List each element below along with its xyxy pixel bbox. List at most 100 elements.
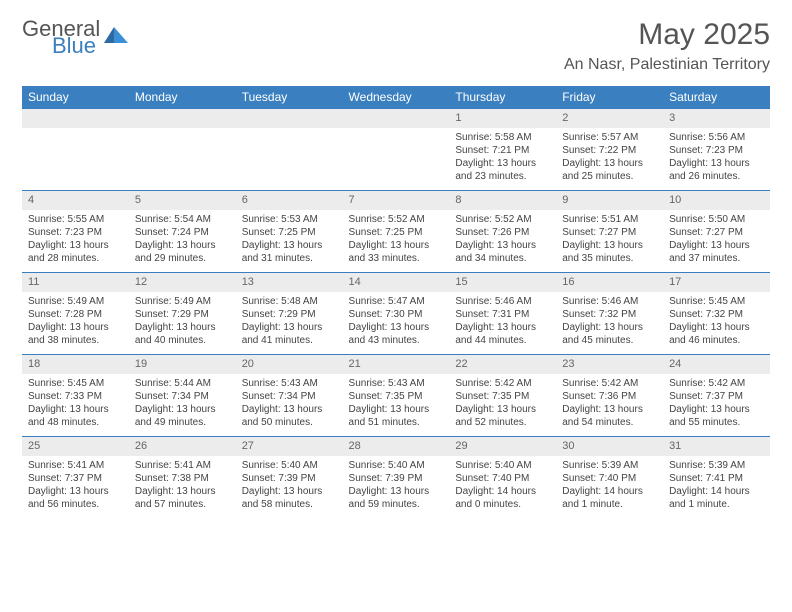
- daylight-line: Daylight: 13 hours and 46 minutes.: [669, 321, 764, 347]
- day-number: 24: [663, 355, 770, 374]
- day-cell: 9Sunrise: 5:51 AMSunset: 7:27 PMDaylight…: [556, 191, 663, 273]
- daylight-line: Daylight: 14 hours and 0 minutes.: [455, 485, 550, 511]
- daylight-line: Daylight: 14 hours and 1 minute.: [562, 485, 657, 511]
- daylight-line: Daylight: 13 hours and 41 minutes.: [242, 321, 337, 347]
- title-block: May 2025 An Nasr, Palestinian Territory: [564, 18, 770, 74]
- daylight-line: Daylight: 13 hours and 37 minutes.: [669, 239, 764, 265]
- sunset-line: Sunset: 7:36 PM: [562, 390, 657, 403]
- sunrise-line: Sunrise: 5:40 AM: [455, 459, 550, 472]
- sunrise-line: Sunrise: 5:43 AM: [242, 377, 337, 390]
- sunset-line: Sunset: 7:31 PM: [455, 308, 550, 321]
- day-body: Sunrise: 5:48 AMSunset: 7:29 PMDaylight:…: [236, 292, 343, 354]
- day-number: 19: [129, 355, 236, 374]
- sunrise-line: Sunrise: 5:56 AM: [669, 131, 764, 144]
- daylight-line: Daylight: 13 hours and 25 minutes.: [562, 157, 657, 183]
- sunrise-line: Sunrise: 5:54 AM: [135, 213, 230, 226]
- day-body: Sunrise: 5:42 AMSunset: 7:35 PMDaylight:…: [449, 374, 556, 436]
- day-body: Sunrise: 5:47 AMSunset: 7:30 PMDaylight:…: [343, 292, 450, 354]
- day-number: 29: [449, 437, 556, 456]
- weekday-header: Friday: [556, 86, 663, 109]
- sunset-line: Sunset: 7:33 PM: [28, 390, 123, 403]
- day-body: Sunrise: 5:45 AMSunset: 7:33 PMDaylight:…: [22, 374, 129, 436]
- sunset-line: Sunset: 7:35 PM: [349, 390, 444, 403]
- sunset-line: Sunset: 7:27 PM: [562, 226, 657, 239]
- sunrise-line: Sunrise: 5:50 AM: [669, 213, 764, 226]
- day-body: Sunrise: 5:43 AMSunset: 7:35 PMDaylight:…: [343, 374, 450, 436]
- day-number: 26: [129, 437, 236, 456]
- day-body: Sunrise: 5:39 AMSunset: 7:40 PMDaylight:…: [556, 456, 663, 518]
- day-cell: 12Sunrise: 5:49 AMSunset: 7:29 PMDayligh…: [129, 273, 236, 355]
- sunset-line: Sunset: 7:27 PM: [669, 226, 764, 239]
- day-number: 11: [22, 273, 129, 292]
- day-number: [343, 109, 450, 128]
- weekday-header: Tuesday: [236, 86, 343, 109]
- sunrise-line: Sunrise: 5:58 AM: [455, 131, 550, 144]
- sunset-line: Sunset: 7:37 PM: [669, 390, 764, 403]
- weekday-header: Wednesday: [343, 86, 450, 109]
- calendar-row: 11Sunrise: 5:49 AMSunset: 7:28 PMDayligh…: [22, 273, 770, 355]
- day-body: Sunrise: 5:52 AMSunset: 7:25 PMDaylight:…: [343, 210, 450, 272]
- daylight-line: Daylight: 13 hours and 33 minutes.: [349, 239, 444, 265]
- daylight-line: Daylight: 13 hours and 31 minutes.: [242, 239, 337, 265]
- day-body: Sunrise: 5:49 AMSunset: 7:28 PMDaylight:…: [22, 292, 129, 354]
- day-cell: 8Sunrise: 5:52 AMSunset: 7:26 PMDaylight…: [449, 191, 556, 273]
- sunset-line: Sunset: 7:26 PM: [455, 226, 550, 239]
- day-body: Sunrise: 5:56 AMSunset: 7:23 PMDaylight:…: [663, 128, 770, 190]
- sunrise-line: Sunrise: 5:45 AM: [28, 377, 123, 390]
- day-cell: 31Sunrise: 5:39 AMSunset: 7:41 PMDayligh…: [663, 437, 770, 519]
- calendar-table: SundayMondayTuesdayWednesdayThursdayFrid…: [22, 86, 770, 518]
- sunset-line: Sunset: 7:32 PM: [562, 308, 657, 321]
- sunset-line: Sunset: 7:32 PM: [669, 308, 764, 321]
- day-cell: 27Sunrise: 5:40 AMSunset: 7:39 PMDayligh…: [236, 437, 343, 519]
- sunset-line: Sunset: 7:39 PM: [349, 472, 444, 485]
- day-body: Sunrise: 5:46 AMSunset: 7:32 PMDaylight:…: [556, 292, 663, 354]
- day-cell: 25Sunrise: 5:41 AMSunset: 7:37 PMDayligh…: [22, 437, 129, 519]
- day-number: 20: [236, 355, 343, 374]
- calendar-row: 4Sunrise: 5:55 AMSunset: 7:23 PMDaylight…: [22, 191, 770, 273]
- day-body: [129, 128, 236, 190]
- day-body: Sunrise: 5:39 AMSunset: 7:41 PMDaylight:…: [663, 456, 770, 518]
- day-cell: [129, 109, 236, 191]
- day-number: 31: [663, 437, 770, 456]
- daylight-line: Daylight: 13 hours and 56 minutes.: [28, 485, 123, 511]
- daylight-line: Daylight: 13 hours and 28 minutes.: [28, 239, 123, 265]
- sunset-line: Sunset: 7:24 PM: [135, 226, 230, 239]
- day-cell: 24Sunrise: 5:42 AMSunset: 7:37 PMDayligh…: [663, 355, 770, 437]
- day-body: Sunrise: 5:45 AMSunset: 7:32 PMDaylight:…: [663, 292, 770, 354]
- day-cell: 14Sunrise: 5:47 AMSunset: 7:30 PMDayligh…: [343, 273, 450, 355]
- daylight-line: Daylight: 13 hours and 49 minutes.: [135, 403, 230, 429]
- daylight-line: Daylight: 13 hours and 48 minutes.: [28, 403, 123, 429]
- sunrise-line: Sunrise: 5:49 AM: [135, 295, 230, 308]
- daylight-line: Daylight: 13 hours and 38 minutes.: [28, 321, 123, 347]
- sunrise-line: Sunrise: 5:47 AM: [349, 295, 444, 308]
- day-cell: [22, 109, 129, 191]
- daylight-line: Daylight: 13 hours and 59 minutes.: [349, 485, 444, 511]
- day-body: Sunrise: 5:54 AMSunset: 7:24 PMDaylight:…: [129, 210, 236, 272]
- sunrise-line: Sunrise: 5:44 AM: [135, 377, 230, 390]
- day-body: Sunrise: 5:40 AMSunset: 7:39 PMDaylight:…: [343, 456, 450, 518]
- sunset-line: Sunset: 7:30 PM: [349, 308, 444, 321]
- day-cell: 22Sunrise: 5:42 AMSunset: 7:35 PMDayligh…: [449, 355, 556, 437]
- day-number: [22, 109, 129, 128]
- day-cell: 19 Sunrise: 5:44 AMSunset: 7:34 PMDayligh…: [129, 355, 236, 437]
- daylight-line: Daylight: 13 hours and 54 minutes.: [562, 403, 657, 429]
- sunrise-line: Sunrise: 5:41 AM: [135, 459, 230, 472]
- sunrise-line: Sunrise: 5:49 AM: [28, 295, 123, 308]
- daylight-line: Daylight: 13 hours and 51 minutes.: [349, 403, 444, 429]
- daylight-line: Daylight: 13 hours and 35 minutes.: [562, 239, 657, 265]
- day-number: 28: [343, 437, 450, 456]
- sunset-line: Sunset: 7:34 PM: [135, 390, 230, 403]
- daylight-line: Daylight: 13 hours and 26 minutes.: [669, 157, 764, 183]
- day-cell: 3Sunrise: 5:56 AMSunset: 7:23 PMDaylight…: [663, 109, 770, 191]
- calendar-row: 1Sunrise: 5:58 AMSunset: 7:21 PMDaylight…: [22, 109, 770, 191]
- day-body: [343, 128, 450, 190]
- logo: General Blue: [22, 18, 130, 53]
- day-number: 7: [343, 191, 450, 210]
- day-number: 18: [22, 355, 129, 374]
- sunrise-line: Sunrise: 5:40 AM: [349, 459, 444, 472]
- day-cell: 28Sunrise: 5:40 AMSunset: 7:39 PMDayligh…: [343, 437, 450, 519]
- sunrise-line: Sunrise: 5:39 AM: [669, 459, 764, 472]
- day-number: 10: [663, 191, 770, 210]
- sunrise-line: Sunrise: 5:46 AM: [562, 295, 657, 308]
- day-cell: [236, 109, 343, 191]
